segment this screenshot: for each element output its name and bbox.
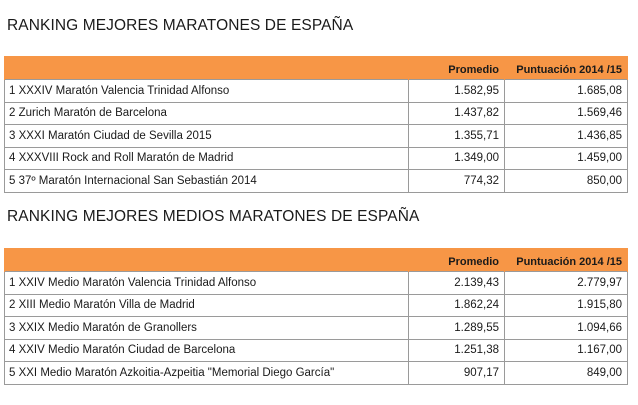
score-value: 2.779,97 <box>504 271 628 295</box>
race-name: 2 Zurich Maratón de Barcelona <box>4 101 409 125</box>
average-value: 2.139,43 <box>408 271 505 295</box>
race-name: 4 XXIV Medio Maratón Ciudad de Barcelona <box>4 338 409 362</box>
score-value: 1.685,08 <box>504 79 628 103</box>
race-name: 1 XXXIV Maratón Valencia Trinidad Alfons… <box>4 79 409 103</box>
score-value: 1.436,85 <box>504 124 628 148</box>
race-name: 3 XXIX Medio Maratón de Granollers <box>4 316 409 340</box>
table-row: 1 XXIV Medio Maratón Valencia Trinidad A… <box>4 271 628 295</box>
score-value: 1.094,66 <box>504 316 628 340</box>
race-name: 4 XXXVIII Rock and Roll Maratón de Madri… <box>4 146 409 170</box>
table-row: 3 XXXI Maratón Ciudad de Sevilla 2015 1.… <box>4 124 628 148</box>
score-column-header: Puntuación 2014 /15 <box>504 56 628 80</box>
half-marathon-ranking-table: Promedio Puntuación 2014 /15 1 XXIV Medi… <box>4 248 628 385</box>
average-value: 1.862,24 <box>408 293 505 317</box>
average-value: 1.355,71 <box>408 124 505 148</box>
table-header-row: Promedio Puntuación 2014 /15 <box>4 248 628 272</box>
race-name: 2 XIII Medio Maratón Villa de Madrid <box>4 293 409 317</box>
race-name: 5 XXI Medio Maratón Azkoitia-Azpeitia "M… <box>4 361 409 385</box>
score-value: 1.459,00 <box>504 146 628 170</box>
race-name: 3 XXXI Maratón Ciudad de Sevilla 2015 <box>4 124 409 148</box>
average-value: 1.289,55 <box>408 316 505 340</box>
score-column-header: Puntuación 2014 /15 <box>504 248 628 272</box>
average-value: 1.582,95 <box>408 79 505 103</box>
average-column-header: Promedio <box>408 248 505 272</box>
average-value: 774,32 <box>408 169 505 193</box>
score-value: 1.915,80 <box>504 293 628 317</box>
score-value: 1.167,00 <box>504 338 628 362</box>
name-column-header <box>4 248 409 272</box>
half-marathon-ranking-title: RANKING MEJORES MEDIOS MARATONES DE ESPA… <box>7 208 420 225</box>
race-name: 1 XXIV Medio Maratón Valencia Trinidad A… <box>4 271 409 295</box>
table-row: 5 37º Maratón Internacional San Sebastiá… <box>4 169 628 193</box>
score-value: 849,00 <box>504 361 628 385</box>
table-row: 5 XXI Medio Maratón Azkoitia-Azpeitia "M… <box>4 361 628 385</box>
average-value: 1.349,00 <box>408 146 505 170</box>
average-column-header: Promedio <box>408 56 505 80</box>
name-column-header <box>4 56 409 80</box>
table-row: 2 Zurich Maratón de Barcelona 1.437,82 1… <box>4 101 628 125</box>
average-value: 907,17 <box>408 361 505 385</box>
race-name: 5 37º Maratón Internacional San Sebastiá… <box>4 169 409 193</box>
table-row: 1 XXXIV Maratón Valencia Trinidad Alfons… <box>4 79 628 103</box>
average-value: 1.437,82 <box>408 101 505 125</box>
table-row: 4 XXIV Medio Maratón Ciudad de Barcelona… <box>4 338 628 362</box>
marathon-ranking-title: RANKING MEJORES MARATONES DE ESPAÑA <box>7 17 354 34</box>
score-value: 1.569,46 <box>504 101 628 125</box>
table-header-row: Promedio Puntuación 2014 /15 <box>4 56 628 80</box>
score-value: 850,00 <box>504 169 628 193</box>
average-value: 1.251,38 <box>408 338 505 362</box>
table-row: 3 XXIX Medio Maratón de Granollers 1.289… <box>4 316 628 340</box>
table-row: 4 XXXVIII Rock and Roll Maratón de Madri… <box>4 146 628 170</box>
table-row: 2 XIII Medio Maratón Villa de Madrid 1.8… <box>4 293 628 317</box>
marathon-ranking-table: Promedio Puntuación 2014 /15 1 XXXIV Mar… <box>4 56 628 193</box>
